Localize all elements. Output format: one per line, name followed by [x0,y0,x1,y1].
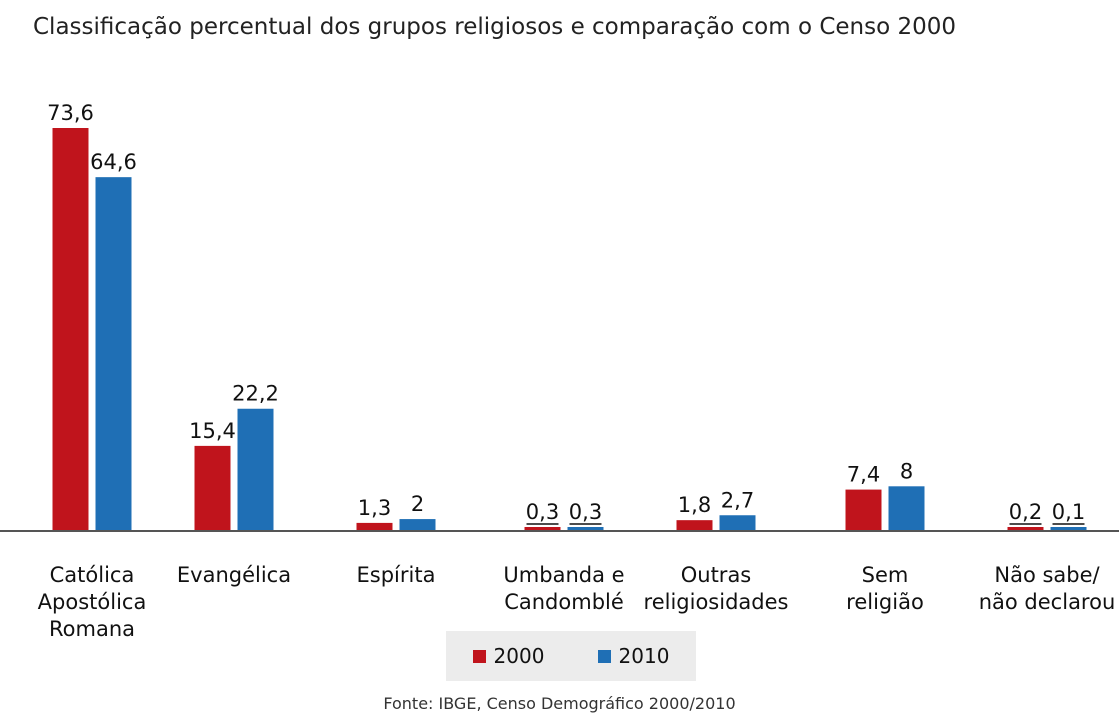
category-label-line: Evangélica [176,563,292,587]
bar-2000-0 [52,128,89,530]
bar-2010-1 [237,408,274,530]
category-label-line: religião [846,590,924,614]
legend: 2000 2010 [446,631,696,681]
bar-2010-0 [95,177,132,531]
value-label-2010-4: 2,7 [721,488,754,512]
value-label-2010-1: 22,2 [232,382,279,406]
value-label-2000-6: 0,2 [1009,500,1042,524]
category-label-6: Não sabe/não declarou [957,562,1119,616]
legend-swatch-2010 [597,649,611,663]
bar-2010-4 [719,515,756,530]
category-label-line: Católica [49,563,135,587]
bar-2000-1 [194,445,231,530]
value-label-2010-0: 64,6 [90,150,137,174]
category-label-line: Candomblé [504,590,624,614]
bar-2010-6 [1050,527,1087,530]
value-label-2000-4: 1,8 [678,493,711,517]
legend-item-2010: 2010 [597,644,670,668]
category-label-line: Espírita [356,563,436,587]
bar-2000-2 [356,522,393,530]
value-label-2000-1: 15,4 [189,419,236,443]
category-label-line: Umbanda e [503,563,625,587]
category-label-line: Apostólica [37,590,147,614]
bars-group: 73,6 64,6 15,4 22,2 1,3 2 0,3 0,3 1,8 2,7 7,4 8 0,2 0… [47,101,1087,531]
value-label-2000-2: 1,3 [358,496,391,520]
chart-title: Classificação percentual dos grupos reli… [33,14,957,40]
category-label-line: religiosidades [643,590,789,614]
value-label-2000-3: 0,3 [526,500,559,524]
value-label-2010-2: 2 [411,492,424,516]
category-label-4: Outras religiosidades [626,562,806,616]
legend-item-2000: 2000 [472,644,545,668]
category-label-line: Não sabe/ [994,563,1100,587]
legend-label-2010: 2010 [618,644,670,668]
category-label-line: Romana [49,617,135,641]
category-label-3: Umbanda e Candomblé [474,562,654,616]
category-label-2: Espírita [306,562,486,589]
bar-2010-2 [399,519,436,530]
value-label-2010-3: 0,3 [569,500,602,524]
category-label-0: Católica Apostólica Romana [2,562,182,643]
value-label-2000-0: 73,6 [47,101,94,125]
value-label-2010-5: 8 [900,459,913,483]
value-label-2000-5: 7,4 [847,463,880,487]
source-note: Fonte: IBGE, Censo Demográfico 2000/2010 [383,694,736,713]
legend-swatch-2000 [472,649,486,663]
category-label-line: não declarou [978,590,1116,614]
category-label-1: Evangélica [144,562,324,589]
bar-2000-3 [524,527,561,530]
bar-2010-5 [888,486,925,530]
category-label-5: Sem religião [795,562,975,616]
bar-2000-6 [1007,527,1044,530]
legend-label-2000: 2000 [493,644,545,668]
bar-2000-4 [676,520,713,530]
bar-2010-3 [567,527,604,530]
value-label-2010-6: 0,1 [1052,500,1085,524]
category-label-line: Outras [680,563,752,587]
category-label-line: Sem [861,563,909,587]
bar-2000-5 [845,489,882,530]
